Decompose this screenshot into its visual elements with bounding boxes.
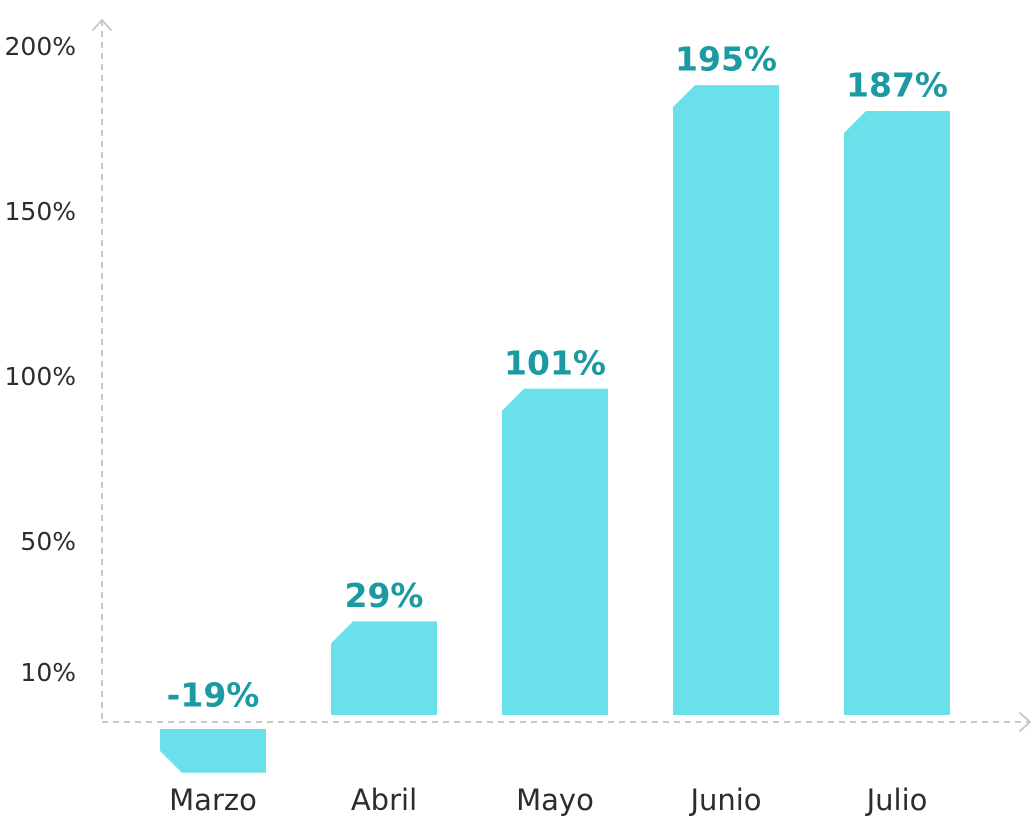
y-tick-label: 10% <box>20 658 76 687</box>
y-tick-label: 200% <box>5 32 76 61</box>
y-tick-label: 150% <box>5 197 76 226</box>
bar-abril <box>331 621 437 715</box>
category-label: Mayo <box>516 783 594 817</box>
y-tick-label: 100% <box>5 362 76 391</box>
category-label: Julio <box>865 783 928 817</box>
y-tick-label: 50% <box>20 527 76 556</box>
bar-julio <box>844 111 950 715</box>
bar-mayo <box>502 389 608 715</box>
category-label: Marzo <box>169 783 257 817</box>
y-tick-labels: 10% 50% 100% 150% 200% <box>5 32 76 687</box>
category-label: Junio <box>688 783 761 817</box>
data-label: 187% <box>846 65 948 104</box>
data-label: -19% <box>167 676 260 715</box>
data-label: 29% <box>345 576 424 615</box>
bar-junio <box>673 85 779 715</box>
bar-marzo <box>160 729 266 773</box>
bars <box>160 85 950 773</box>
category-labels: Marzo Abril Mayo Junio Julio <box>169 783 927 817</box>
data-label: 101% <box>504 343 606 382</box>
category-label: Abril <box>351 783 417 817</box>
data-label: 195% <box>675 40 777 79</box>
